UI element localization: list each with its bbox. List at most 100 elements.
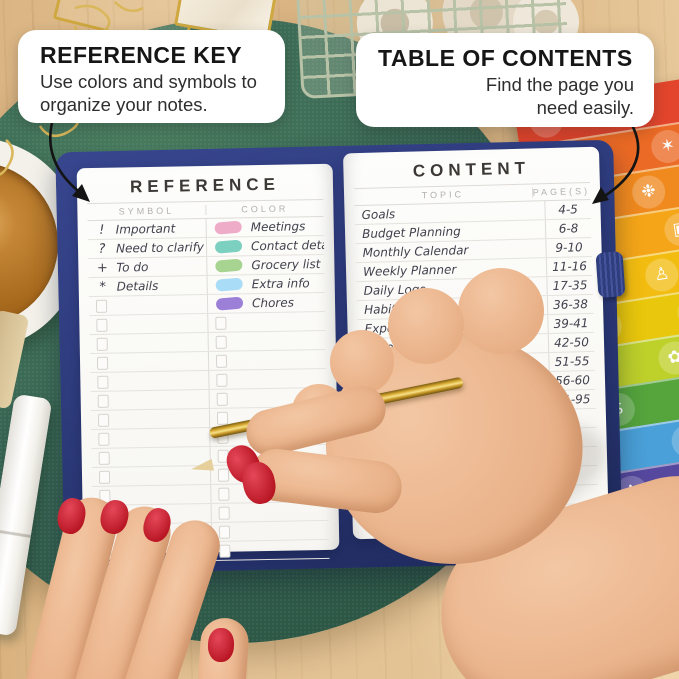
pages-cell: 17-35: [546, 275, 593, 296]
color-label: Chores: [251, 295, 295, 311]
pages-value: 17-35: [552, 278, 588, 293]
symbol-mark: !: [98, 222, 105, 238]
topic-label: Monthly Calendar: [362, 243, 469, 260]
color-label: Meetings: [250, 219, 306, 235]
checkbox-blank: [215, 335, 227, 349]
checkbox-blank: [98, 470, 111, 484]
color-cell: [207, 330, 326, 352]
symbol-mark: ?: [98, 241, 106, 257]
symbol-mark: *: [99, 279, 107, 295]
symbol-column-header: SYMBOL: [118, 205, 175, 217]
color-swatch: [215, 277, 244, 292]
knuckle: [388, 288, 464, 364]
symbol-cell: [89, 314, 207, 334]
symbol-cell: [90, 352, 208, 372]
topic-column-header: TOPIC: [421, 189, 465, 201]
color-label: Extra info: [251, 276, 310, 292]
color-cell: Contact details: [205, 235, 325, 257]
checkbox-blank: [217, 468, 230, 482]
color-swatch: [214, 220, 243, 235]
knuckle: [458, 268, 544, 354]
pages-cell: 39-41: [547, 313, 594, 334]
checkbox-blank: [218, 487, 230, 501]
symbol-cell: + To do: [88, 257, 206, 277]
checkbox-blank: [215, 316, 227, 330]
color-column-header: COLOR: [205, 202, 324, 216]
symbol-cell: [89, 295, 207, 315]
party-popper-icon: ❉: [629, 173, 668, 211]
color-cell: Extra info: [206, 273, 325, 295]
symbol-mark: +: [96, 260, 108, 276]
exercise-icon: ♙: [642, 256, 679, 294]
checkbox-blank: [216, 373, 228, 387]
pages-cell: 4-5: [544, 199, 591, 220]
reference-page-title: REFERENCE: [129, 174, 281, 197]
pages-value: 11-16: [551, 259, 588, 274]
symbol-cell: ! Important: [88, 219, 206, 239]
reference-key-callout: REFERENCE KEY Use colors and symbols to …: [18, 30, 285, 123]
pages-value: 6-8: [558, 221, 579, 236]
symbol-cell: [91, 428, 209, 448]
pages-cell: 9-10: [545, 237, 592, 258]
checkbox-blank: [97, 413, 110, 427]
checkbox-blank: [96, 318, 108, 332]
symbol-cell: ? Need to clarify: [88, 238, 206, 258]
checkbox-blank: [96, 356, 109, 370]
checkbox-blank: [98, 432, 110, 446]
color-label: Grocery list: [251, 257, 321, 273]
knuckle: [330, 330, 394, 394]
heart-icon: ♥: [669, 422, 679, 460]
symbol-label: Important: [115, 221, 176, 237]
checkbox-blank: [216, 411, 229, 425]
symbol-cell: * Details: [89, 276, 207, 296]
color-cell: [207, 311, 326, 333]
color-cell: Meetings: [205, 216, 324, 238]
pages-column-header: PAGE(S): [531, 185, 591, 198]
checkbox-blank: [95, 299, 108, 313]
table-of-contents-callout: TABLE OF CONTENTS Find the page you need…: [356, 33, 654, 127]
checkbox-blank: [97, 394, 109, 408]
symbol-cell: [91, 390, 209, 410]
symbol-label: Need to clarify: [115, 240, 205, 256]
reference-key-title: REFERENCE KEY: [40, 42, 243, 68]
checkbox-blank: [97, 375, 109, 389]
pages-cell: 42-50: [547, 332, 595, 353]
table-of-contents-title: TABLE OF CONTENTS: [378, 45, 633, 71]
symbol-label: Details: [116, 278, 159, 294]
topic-label: Goals: [361, 207, 396, 222]
color-label: Contact details: [250, 237, 325, 254]
pages-value: 4-5: [558, 202, 579, 217]
flower-icon: ✿: [656, 339, 679, 377]
checkbox-blank: [218, 525, 231, 539]
pages-cell: 11-16: [545, 256, 593, 277]
topic-label: Budget Planning: [361, 224, 461, 241]
color-cell: [211, 539, 330, 560]
checkbox-blank: [215, 354, 228, 368]
checkbox-blank: [216, 392, 228, 406]
pages-cell: 36-38: [546, 294, 594, 315]
pages-value: 9-10: [555, 240, 583, 255]
heart-hands-icon: ♥: [675, 293, 679, 332]
celebration-icon: ✶: [648, 127, 679, 166]
color-cell: [210, 520, 330, 541]
symbol-cell: [91, 409, 209, 429]
symbol-cell: [90, 333, 208, 353]
pages-cell: 6-8: [544, 218, 592, 239]
pages-value: 39-41: [553, 316, 589, 331]
gift-icon: ▣: [662, 210, 679, 249]
color-cell: Grocery list: [206, 254, 325, 276]
checkbox-blank: [98, 451, 110, 465]
color-cell: [207, 349, 327, 370]
color-swatch: [214, 258, 243, 273]
pages-cell: 51-55: [548, 351, 595, 372]
checkbox-blank: [96, 337, 108, 351]
color-swatch: [214, 239, 243, 254]
checkbox-blank: [218, 506, 230, 520]
elastic-pen-loop: [595, 251, 626, 298]
symbol-label: To do: [116, 260, 149, 275]
pages-value: 42-50: [553, 335, 590, 350]
symbol-cell: [90, 371, 208, 391]
color-swatch: [215, 296, 244, 311]
checkbox-blank: [219, 544, 231, 558]
